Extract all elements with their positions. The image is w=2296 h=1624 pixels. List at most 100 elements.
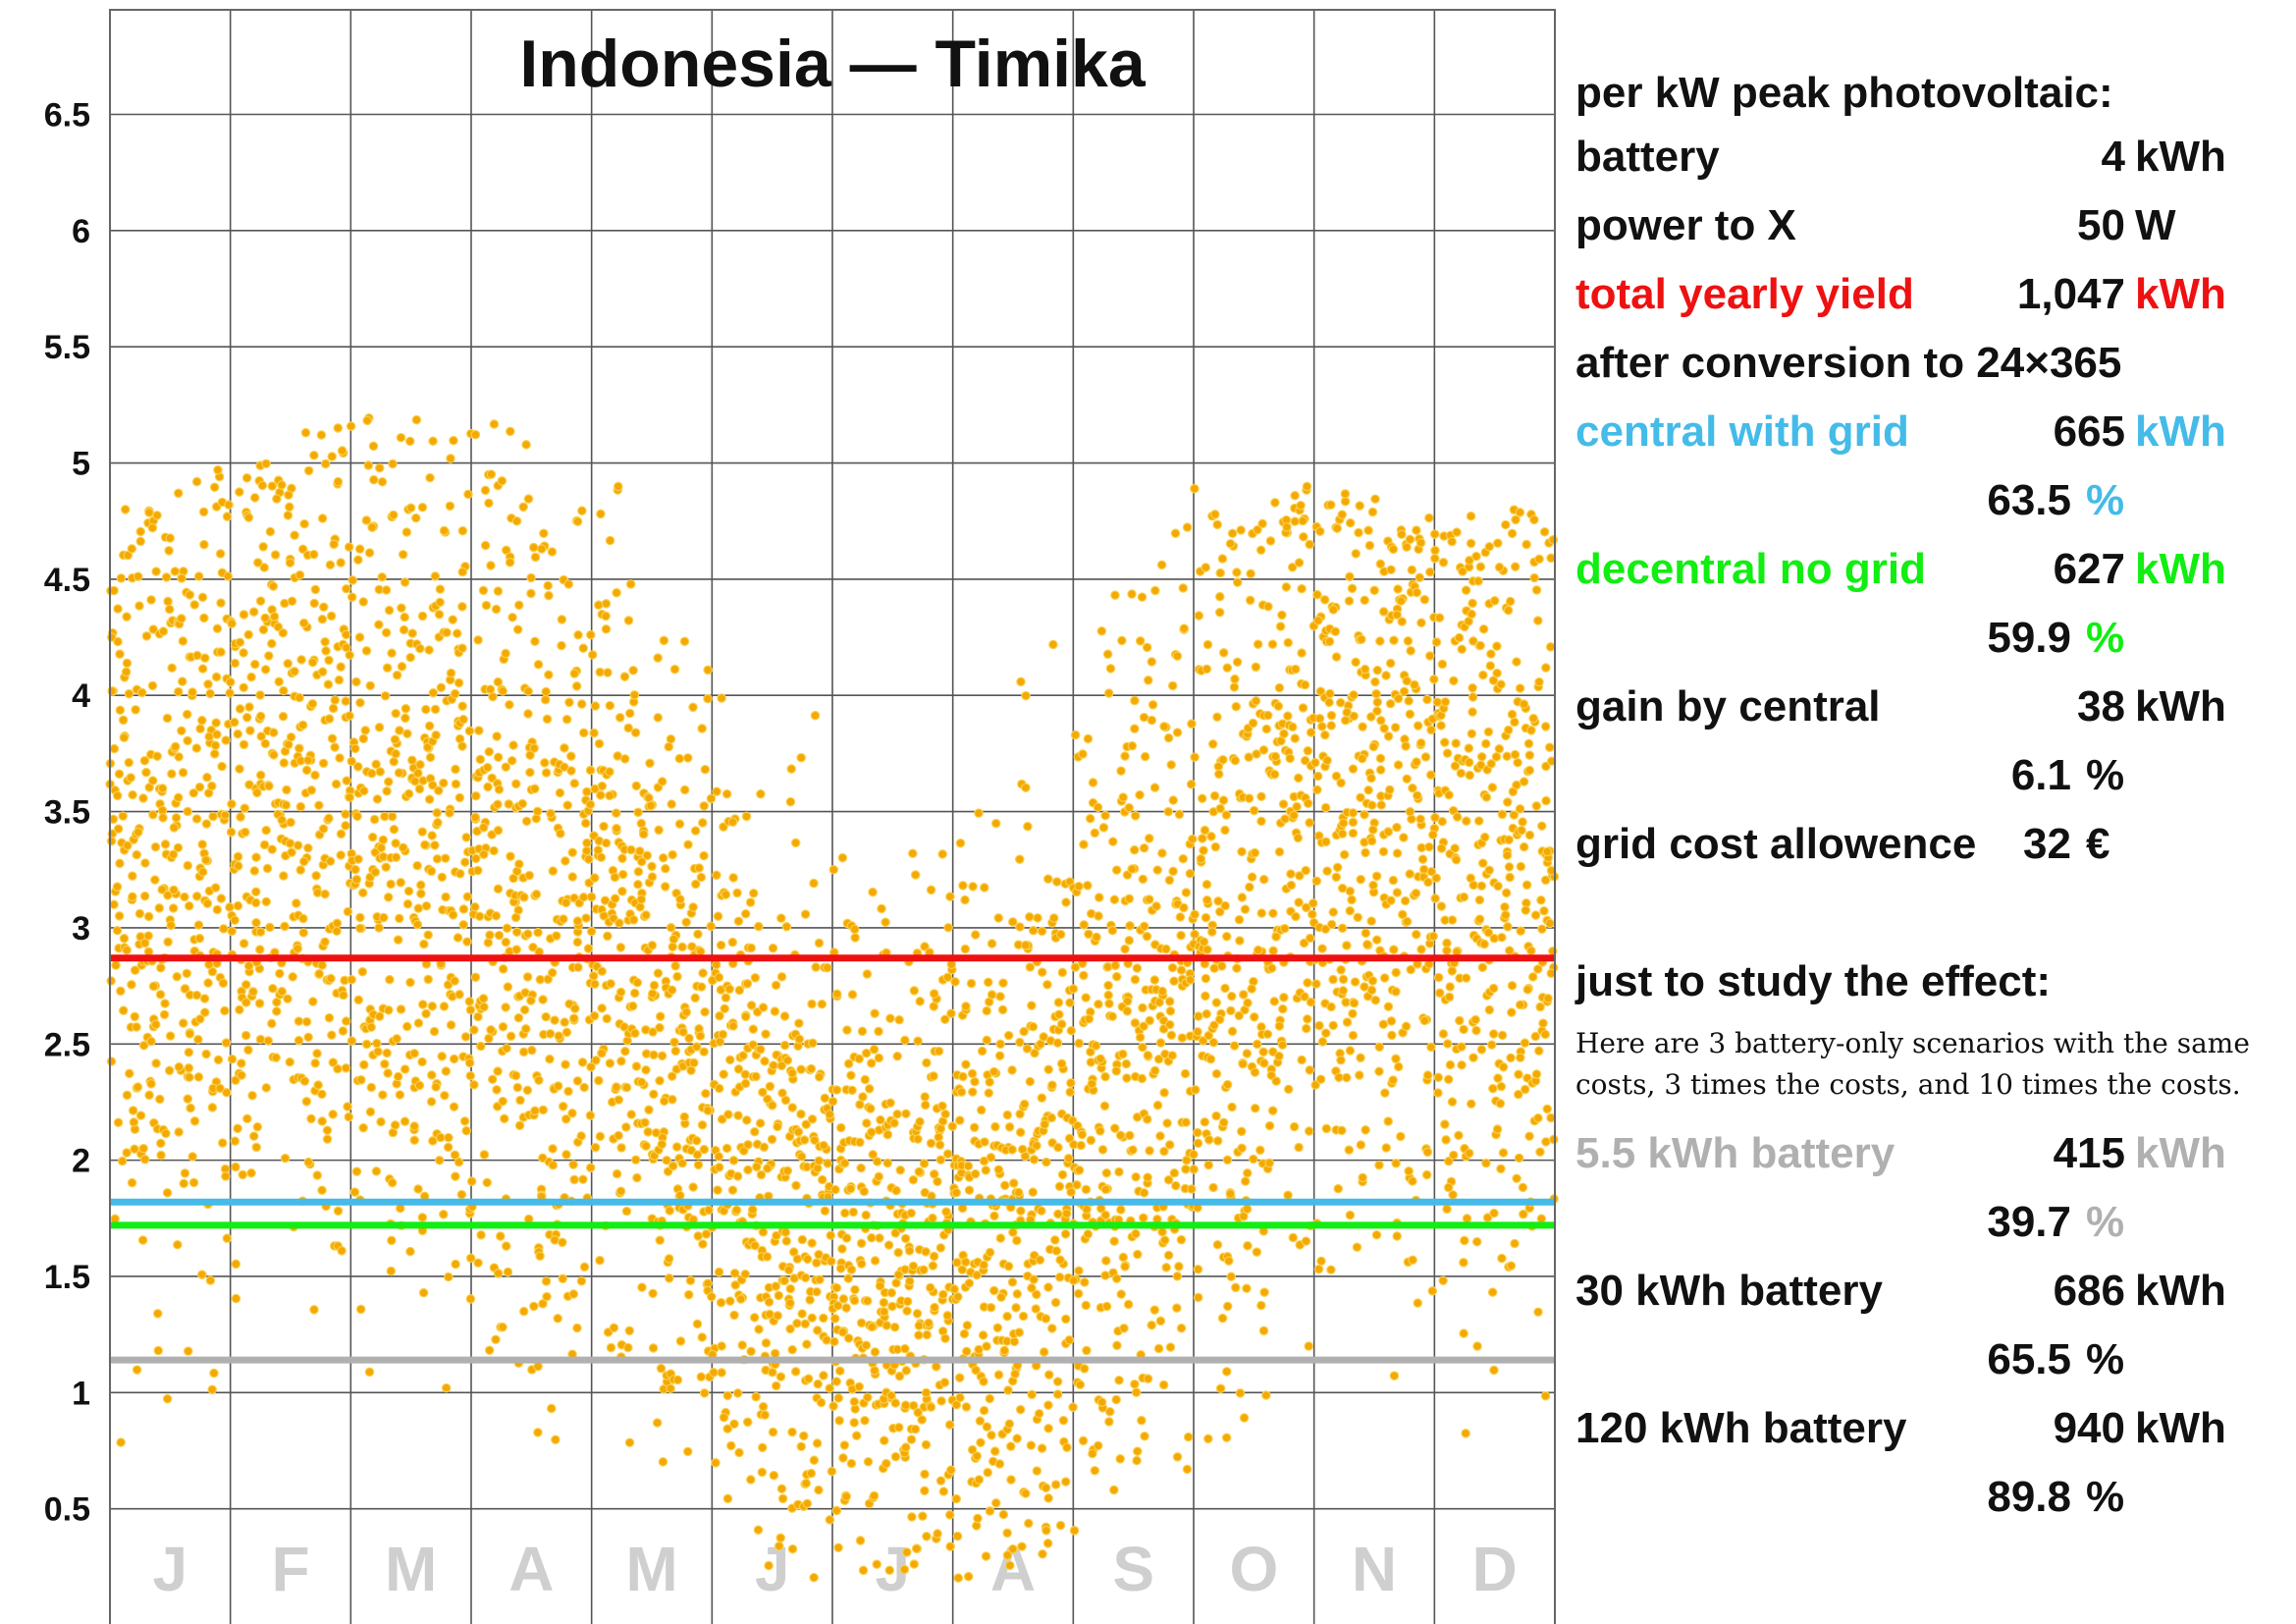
data-point — [1366, 916, 1376, 926]
data-point — [595, 667, 606, 677]
data-point — [235, 637, 245, 648]
data-point — [449, 1054, 459, 1064]
data-point — [132, 1022, 141, 1032]
data-point — [1449, 676, 1459, 686]
data-point — [717, 1368, 726, 1378]
data-point — [749, 1126, 760, 1137]
data-point — [417, 502, 428, 513]
data-point — [1457, 1059, 1467, 1070]
data-point — [961, 1001, 971, 1011]
data-point — [1332, 862, 1343, 873]
data-point — [1252, 749, 1261, 759]
data-point — [743, 1164, 753, 1175]
data-point — [371, 759, 381, 770]
data-point — [819, 1313, 828, 1324]
data-point — [1301, 902, 1311, 913]
data-point — [1167, 680, 1178, 691]
data-point — [829, 1336, 839, 1347]
data-point — [1190, 929, 1200, 940]
data-point — [507, 612, 517, 623]
data-point — [668, 934, 679, 945]
data-point — [1230, 674, 1240, 684]
data-point — [1156, 560, 1167, 570]
data-point — [1461, 973, 1471, 983]
y-tick-label: 5.5 — [44, 329, 90, 366]
data-point — [412, 919, 423, 930]
data-point — [742, 1417, 753, 1428]
data-point — [595, 1131, 606, 1142]
data-point — [1178, 853, 1189, 864]
data-point — [847, 990, 858, 1000]
data-point — [1416, 945, 1426, 954]
battery-30-pct: 65.5 — [1987, 1335, 2071, 1383]
data-point — [672, 1375, 683, 1385]
data-point — [1010, 1369, 1020, 1380]
data-point — [906, 1435, 917, 1444]
data-point — [157, 885, 167, 894]
data-point — [632, 977, 643, 988]
data-point — [119, 933, 130, 944]
data-point — [620, 1122, 631, 1132]
data-point — [1054, 1181, 1065, 1192]
data-point — [969, 1122, 980, 1133]
data-point — [989, 1446, 1000, 1456]
data-point — [1211, 1110, 1221, 1121]
data-point — [487, 773, 497, 784]
data-point — [597, 966, 608, 977]
data-point — [548, 1144, 558, 1154]
data-point — [342, 583, 351, 594]
data-point — [734, 1447, 744, 1458]
data-point — [1536, 1214, 1547, 1224]
data-point — [484, 498, 494, 509]
data-point — [617, 869, 628, 880]
data-point — [407, 755, 417, 766]
data-point — [1187, 719, 1197, 729]
data-point — [454, 869, 465, 879]
data-point — [801, 1478, 812, 1489]
data-point — [1124, 936, 1135, 946]
data-point — [1458, 567, 1468, 576]
data-point — [623, 616, 634, 625]
data-point — [197, 839, 207, 849]
data-point — [909, 986, 920, 996]
data-point — [538, 1299, 548, 1309]
data-point — [1422, 1147, 1433, 1158]
data-point — [258, 542, 268, 552]
data-point — [1300, 679, 1310, 690]
data-point — [955, 1392, 965, 1403]
data-point — [308, 997, 318, 1006]
data-point — [665, 1206, 675, 1216]
data-point — [587, 650, 598, 660]
data-point — [189, 1116, 200, 1126]
data-point — [983, 977, 993, 988]
data-point — [667, 1161, 678, 1171]
data-point — [959, 1328, 970, 1339]
data-point — [1107, 837, 1118, 846]
data-point — [374, 620, 384, 629]
data-point — [456, 1189, 467, 1200]
data-point — [787, 1543, 798, 1554]
data-point — [144, 1090, 154, 1101]
data-point — [513, 600, 524, 611]
data-point — [1019, 1099, 1030, 1110]
data-point — [1214, 591, 1225, 602]
data-point — [1383, 731, 1394, 741]
data-point — [1029, 1155, 1040, 1164]
data-point — [279, 685, 289, 696]
data-point — [619, 754, 630, 764]
data-point — [985, 1077, 994, 1087]
data-point — [551, 931, 561, 941]
data-point — [1004, 1419, 1015, 1429]
data-point — [351, 1166, 362, 1176]
data-point — [1066, 1187, 1076, 1197]
data-point — [269, 612, 280, 622]
data-point — [1203, 1434, 1213, 1444]
data-point — [287, 596, 297, 607]
data-point — [1114, 1375, 1124, 1385]
data-point — [822, 1335, 831, 1345]
data-point — [487, 830, 497, 839]
data-point — [675, 1336, 686, 1346]
data-point — [879, 1435, 889, 1446]
data-point — [1180, 1068, 1191, 1079]
data-point — [1120, 944, 1130, 954]
